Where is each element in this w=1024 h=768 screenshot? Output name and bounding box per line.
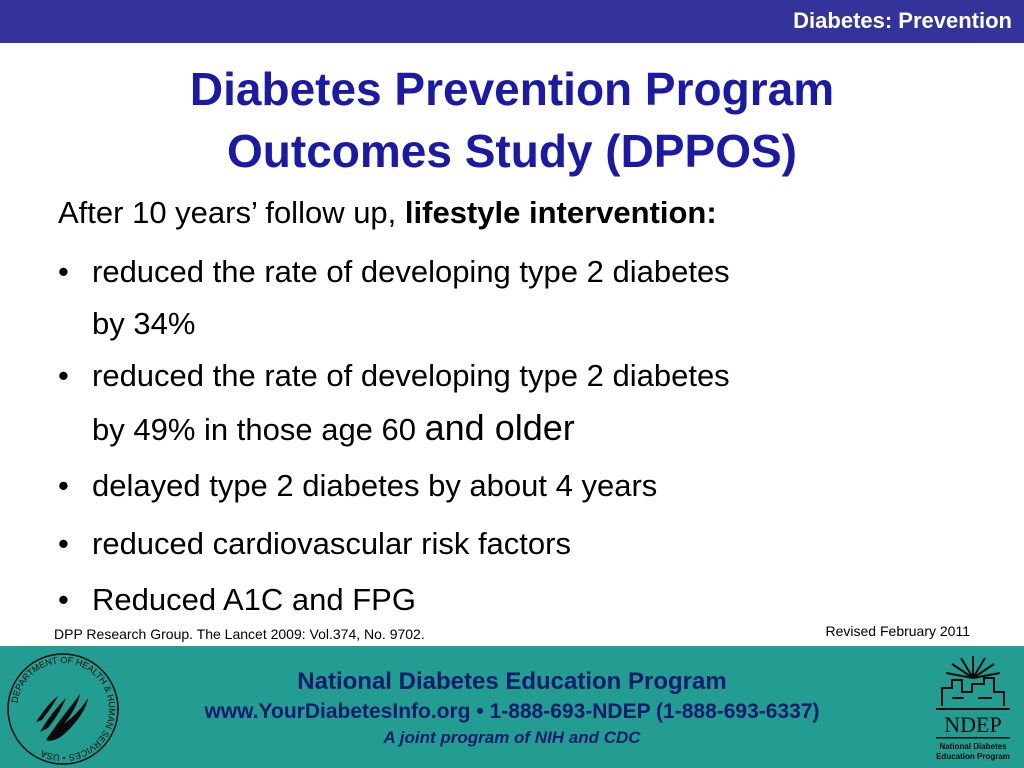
revised-date: Revised February 2011 [825,623,970,639]
header-bar: Diabetes: Prevention [0,0,1024,43]
bullet-text-cont: by 49% in those age 60 [92,412,425,447]
bullet-text: reduced cardiovascular risk factors [92,526,571,561]
hhs-seal-logo: DEPARTMENT OF HEALTH & HUMAN SERVICES • … [7,653,119,765]
bullet-text: Reduced A1C and FPG [92,582,416,617]
bullet-marker: • [58,582,69,617]
slide-title: Diabetes Prevention Program Outcomes Stu… [40,58,984,182]
title-line-2: Outcomes Study (DPPOS) [227,125,797,177]
program-name: National Diabetes Education Program [297,668,727,695]
footer-band: National Diabetes Education Program www.… [0,646,1024,768]
citation: DPP Research Group. The Lancet 2009: Vol… [54,626,425,642]
bullet-marker: • [58,254,69,289]
intro-bold: lifestyle intervention: [404,195,717,230]
intro-prefix: After 10 years’ follow up, [58,195,405,230]
bullet-text: reduced the rate of developing type 2 di… [92,358,730,393]
title-line-1: Diabetes Prevention Program [189,63,835,115]
ndep-logo: NDEP National Diabetes Education Program [936,656,1010,761]
bullet-text-cont: by 34% [92,306,196,341]
bullet-marker: • [58,468,69,503]
bullet-text: delayed type 2 diabetes by about 4 years [92,468,658,503]
tagline: A joint program of NIH and CDC [383,728,641,747]
contact-info[interactable]: www.YourDiabetesInfo.org • 1-888-693-NDE… [204,700,820,723]
ndep-caption-1: National Diabetes [939,742,1007,751]
bullet-marker: • [58,526,69,561]
seal-text: DEPARTMENT OF HEALTH & HUMAN SERVICES • … [9,655,117,763]
intro-text: After 10 years’ follow up, lifestyle int… [58,192,717,234]
ndep-logo-text: NDEP [944,712,1001,737]
bullet-text: reduced the rate of developing type 2 di… [92,254,730,289]
section-label: Diabetes: Prevention [793,8,1012,33]
bullet-marker: • [58,358,69,393]
ndep-caption-2: Education Program [936,752,1010,761]
bullet-text-emphasis: and older [424,407,575,448]
